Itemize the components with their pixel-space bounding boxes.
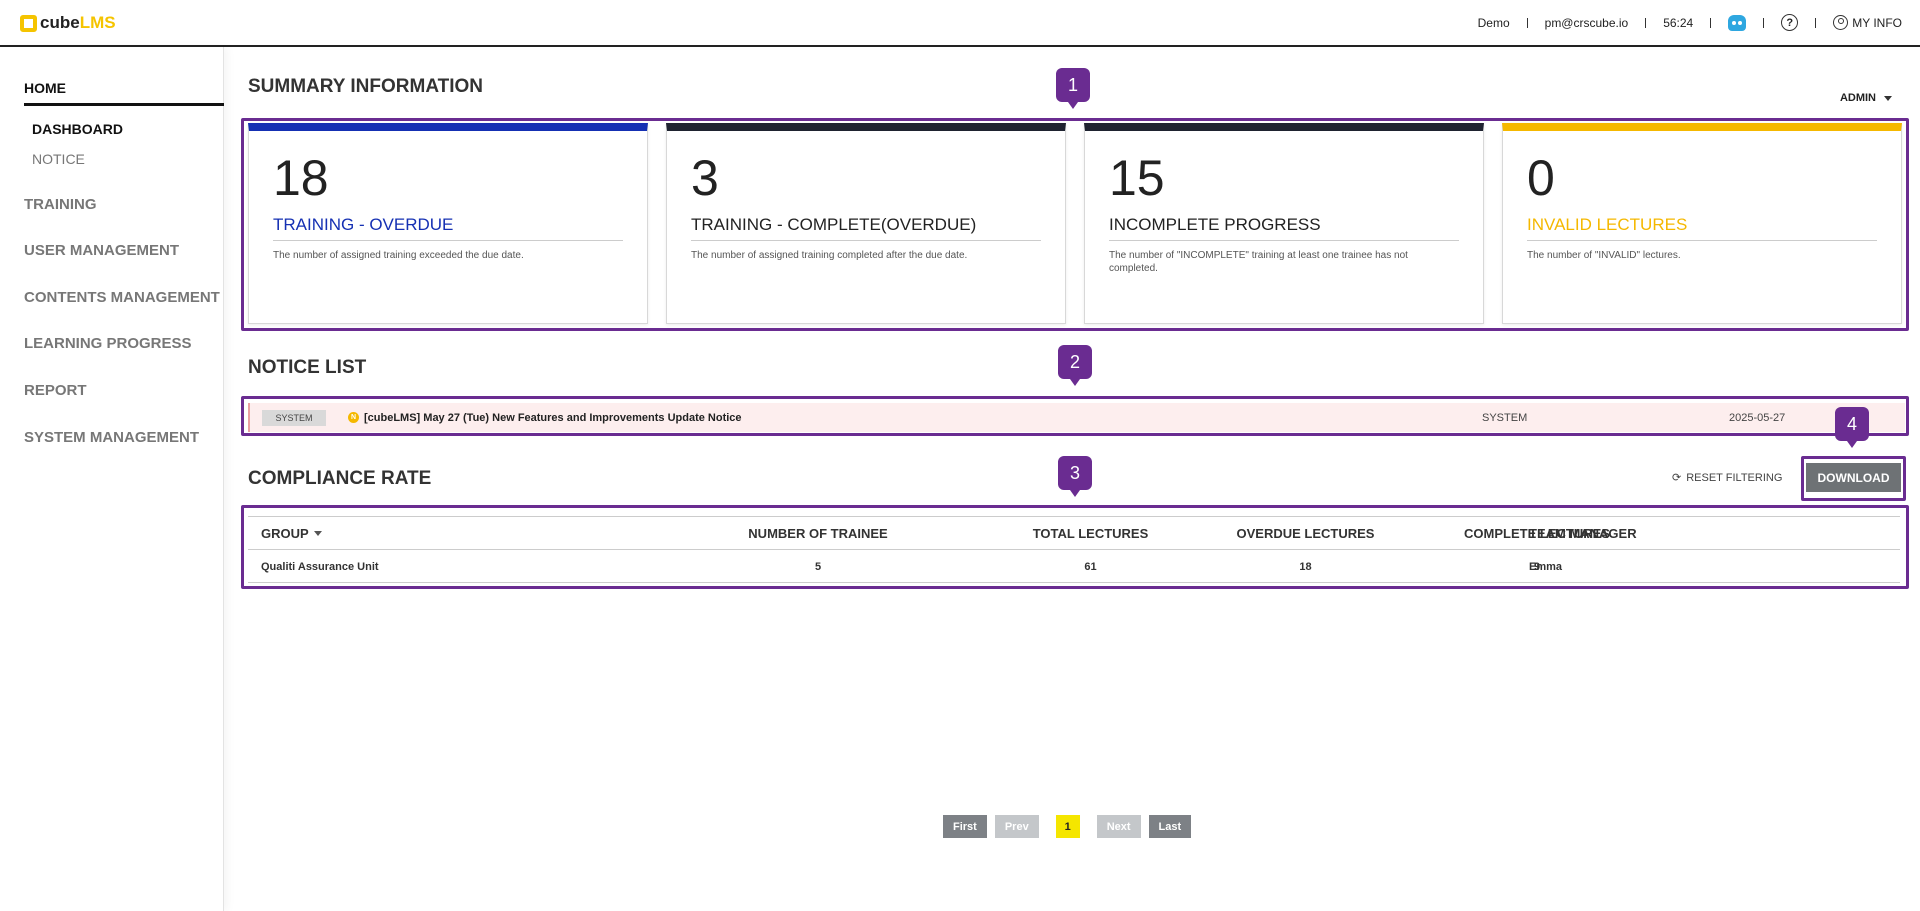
download-button[interactable]: DOWNLOAD [1806, 463, 1901, 492]
card-label: INVALID LECTURES [1527, 215, 1877, 241]
card-label: TRAINING - OVERDUE [273, 215, 623, 241]
my-info-button[interactable]: MY INFO [1833, 15, 1902, 30]
compliance-title: COMPLIANCE RATE [248, 468, 432, 489]
divider [1710, 17, 1712, 28]
sidebar-item-notice[interactable]: NOTICE [32, 151, 85, 167]
table-header: GROUP NUMBER OF TRAINEE TOTAL LECTURES O… [248, 516, 1900, 550]
page-current-button[interactable]: 1 [1055, 815, 1080, 838]
summary-card-incomplete-progress[interactable]: 15 INCOMPLETE PROGRESS The number of "IN… [1084, 123, 1484, 324]
pagination: First Prev 1 Next Last [943, 815, 1192, 838]
page-first-button[interactable]: First [943, 815, 987, 838]
column-header-trainee: NUMBER OF TRAINEE [748, 526, 888, 541]
cell-group: Qualiti Assurance Unit [261, 560, 379, 573]
summary-title: SUMMARY INFORMATION [248, 76, 484, 97]
notice-date: 2025-05-27 [1729, 411, 1786, 424]
highlight-box-notice [241, 396, 1909, 436]
company-name: Demo [1477, 15, 1510, 30]
cell-complete-lectures: 9 [1533, 560, 1541, 573]
compliance-table: GROUP NUMBER OF TRAINEE TOTAL LECTURES O… [248, 516, 1900, 583]
highlight-box-download [1801, 456, 1906, 501]
column-group-sort[interactable]: GROUP [261, 517, 322, 550]
page-next-button[interactable]: Next [1096, 815, 1141, 838]
card-description: The number of "INCOMPLETE" training at l… [1109, 250, 1408, 274]
summary-card-invalid-lectures[interactable]: 0 INVALID LECTURES The number of "INVALI… [1502, 123, 1902, 324]
card-value: 3 [691, 150, 719, 206]
top-bar: cube LMS Demo pm@crscube.io 56:24 ? MY IN… [0, 0, 1920, 47]
chatbot-icon[interactable] [1728, 14, 1747, 31]
role-dropdown[interactable]: ADMIN [1840, 92, 1892, 104]
sidebar-item-training[interactable]: TRAINING [24, 196, 97, 213]
card-description: The number of assigned training complete… [691, 250, 968, 261]
page-prev-button[interactable]: Prev [994, 815, 1039, 838]
sidebar-item-home[interactable]: HOME [24, 80, 224, 106]
sidebar-item-dashboard[interactable]: DASHBOARD [32, 121, 123, 137]
reset-filtering-label: RESET FILTERING [1686, 471, 1783, 484]
highlight-box-summary [241, 118, 1909, 331]
card-label: TRAINING - COMPLETE(OVERDUE) [691, 215, 1041, 241]
table-row[interactable]: Qualiti Assurance Unit 5 61 18 9 Emma [248, 550, 1900, 583]
cell-trainees: 5 [814, 560, 822, 573]
cell-total-lectures: 61 [1084, 560, 1097, 573]
annotation-badge-1: 1 [1056, 68, 1090, 109]
notice-row[interactable]: SYSTEM N [cubeLMS] May 27 (Tue) New Feat… [248, 403, 1905, 432]
logo-text-cube: cube [40, 13, 80, 32]
header-utilities: Demo pm@crscube.io 56:24 ? MY INFO [1478, 14, 1902, 31]
sidebar-item-learning-progress[interactable]: LEARNING PROGRESS [24, 335, 192, 352]
refresh-icon: ⟳ [1672, 472, 1682, 484]
logo-square-icon [20, 14, 37, 32]
column-header-total-lectures: TOTAL LECTURES [1032, 526, 1149, 541]
app-logo[interactable]: cube LMS [20, 13, 116, 33]
sort-down-icon [313, 531, 322, 536]
notice-tag: SYSTEM [262, 409, 326, 426]
highlight-box-compliance [241, 505, 1909, 589]
reset-filtering-button[interactable]: ⟳ RESET FILTERING [1672, 471, 1783, 485]
session-timer: 56:24 [1663, 15, 1694, 30]
divider [1763, 17, 1765, 28]
role-label: ADMIN [1839, 92, 1876, 104]
logo-text-lms: LMS [79, 13, 116, 32]
cell-team-manager: Emma [1529, 560, 1563, 573]
divider [1526, 17, 1528, 28]
user-icon [1833, 15, 1849, 30]
notice-author: SYSTEM [1482, 411, 1528, 424]
summary-card-overdue[interactable]: 18 TRAINING - OVERDUE The number of assi… [248, 123, 648, 324]
my-info-label: MY INFO [1852, 15, 1902, 30]
sidebar-item-system-management[interactable]: SYSTEM MANAGEMENT [24, 429, 200, 446]
annotation-badge-4: 4 [1835, 407, 1869, 448]
user-email: pm@crscube.io [1544, 15, 1629, 30]
sidebar-item-report[interactable]: REPORT [24, 382, 87, 399]
column-header-complete-lectures: COMPLETE LECTURES [1464, 526, 1610, 541]
cell-overdue-lectures: 18 [1299, 560, 1312, 573]
column-header-team-manager: TEAM MANAGER [1529, 526, 1637, 541]
divider [1645, 17, 1647, 28]
card-value: 18 [273, 150, 329, 206]
sidebar-item-user-management[interactable]: USER MANAGEMENT [24, 242, 180, 259]
summary-card-complete-overdue[interactable]: 3 TRAINING - COMPLETE(OVERDUE) The numbe… [666, 123, 1066, 324]
notice-subject[interactable]: [cubeLMS] May 27 (Tue) New Features and … [364, 411, 742, 424]
card-value: 15 [1109, 150, 1165, 206]
sidebar-item-contents-management[interactable]: CONTENTS MANAGEMENT [24, 289, 220, 306]
column-header-overdue-lectures: OVERDUE LECTURES [1236, 526, 1375, 541]
card-value: 0 [1527, 150, 1555, 206]
annotation-badge-2: 2 [1058, 345, 1092, 386]
card-label: INCOMPLETE PROGRESS [1109, 215, 1459, 241]
divider [1815, 17, 1817, 28]
help-icon[interactable]: ? [1781, 14, 1799, 31]
page-last-button[interactable]: Last [1148, 815, 1192, 838]
sidebar: HOME DASHBOARD NOTICE TRAINING USER MANA… [0, 47, 224, 911]
chevron-down-icon [1884, 95, 1892, 101]
annotation-badge-3: 3 [1058, 456, 1092, 497]
notice-title: NOTICE LIST [248, 357, 367, 378]
card-description: The number of "INVALID" lectures. [1527, 250, 1681, 261]
new-badge-icon: N [348, 412, 359, 423]
card-description: The number of assigned training exceeded… [273, 250, 524, 261]
column-header-group: GROUP [261, 526, 309, 541]
